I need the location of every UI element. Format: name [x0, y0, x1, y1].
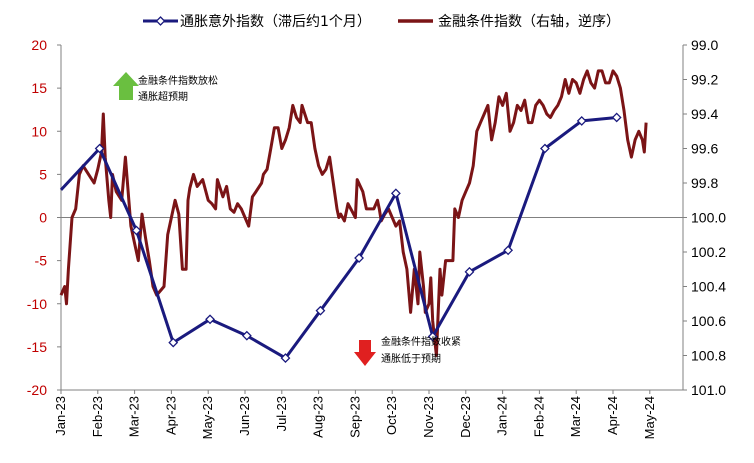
x-tick-label: Oct-23	[384, 396, 399, 435]
inflation-point	[611, 112, 622, 123]
inflation-point	[205, 314, 215, 325]
inflation-point	[241, 330, 252, 341]
right-tick-label: 99.2	[691, 72, 718, 88]
inflation-surprise-line	[59, 116, 617, 360]
down-arrow-icon	[354, 340, 376, 366]
x-tick-label: Mar-23	[127, 396, 142, 437]
left-tick-label: 5	[39, 166, 47, 182]
x-tick-label: May-23	[200, 396, 215, 439]
x-tick-label: Jan-24	[495, 396, 510, 436]
right-axis-ticks: 99.0 99.2 99.4 99.6 99.8 100.0 100.2 100.4 100.6…	[683, 37, 726, 398]
x-tick-label: May-24	[642, 396, 657, 439]
right-tick-label: 100.4	[691, 279, 726, 295]
left-tick-label: -10	[27, 296, 47, 312]
legend-marker-inflation	[155, 16, 166, 26]
legend: 通胀意外指数（滞后约1个月） 金融条件指数（右轴，逆序）	[143, 13, 620, 30]
x-tick-label: Feb-24	[531, 396, 546, 437]
series-financial-conditions	[59, 69, 648, 357]
inflation-point	[390, 188, 401, 199]
inflation-point	[131, 225, 142, 236]
legend-label-inflation: 通胀意外指数（滞后约1个月）	[180, 13, 371, 30]
right-tick-label: 100.0	[691, 210, 726, 226]
right-tick-label: 101.0	[691, 382, 726, 398]
x-tick-label: Sep-23	[347, 396, 362, 438]
inflation-point	[427, 331, 438, 342]
x-tick-label: Jul-23	[274, 396, 289, 431]
inflation-point	[464, 266, 475, 277]
series-inflation-surprise	[59, 112, 622, 364]
financial-conditions-line	[59, 69, 648, 357]
x-tick-label: Jan-23	[53, 396, 68, 436]
left-tick-label: 20	[31, 37, 47, 53]
inflation-point	[354, 253, 364, 263]
left-tick-label: -5	[35, 253, 48, 269]
right-tick-label: 100.8	[691, 348, 726, 364]
right-tick-label: 99.6	[691, 141, 718, 157]
x-tick-label: Dec-23	[458, 396, 473, 438]
annotation-easing-line2: 通胀超预期	[138, 90, 188, 103]
left-axis-ticks: 20 15 10 5 0 -5 -10 -15 -20	[27, 37, 61, 398]
inflation-point	[540, 143, 550, 154]
right-tick-label: 99.4	[691, 106, 718, 122]
right-tick-label: 99.0	[691, 37, 718, 53]
inflation-point	[503, 245, 514, 256]
x-tick-label: Mar-24	[568, 396, 583, 437]
left-tick-label: 10	[31, 123, 47, 139]
right-tick-label: 100.6	[691, 313, 726, 329]
left-tick-label: -20	[27, 382, 47, 398]
annotation-easing: 金融条件指数放松 通胀超预期	[113, 72, 218, 103]
annotation-tightening-line2: 通胀低于预期	[381, 352, 441, 365]
annotation-tightening: 金融条件指数收紧 通胀低于预期	[354, 335, 461, 366]
x-axis-ticks: Jan-23 Feb-23 Mar-23 Apr-23 May-23 Jun-23 Jul-…	[53, 390, 657, 439]
x-tick-label: Feb-23	[90, 396, 105, 437]
annotation-tightening-line1: 金融条件指数收紧	[381, 335, 461, 348]
inflation-point	[168, 337, 179, 348]
x-tick-label: Aug-23	[311, 396, 326, 438]
right-tick-label: 100.2	[691, 244, 726, 260]
inflation-point	[94, 143, 105, 154]
x-tick-label: Apr-24	[605, 396, 620, 435]
x-tick-label: Apr-23	[163, 396, 178, 435]
inflation-point	[315, 305, 326, 316]
left-tick-label: 15	[31, 80, 47, 96]
left-tick-label: -15	[27, 339, 47, 355]
legend-label-financial: 金融条件指数（右轴，逆序）	[438, 13, 620, 30]
up-arrow-icon	[113, 72, 139, 100]
x-tick-label: Nov-23	[421, 396, 436, 438]
right-tick-label: 99.8	[691, 175, 718, 191]
left-tick-label: 0	[39, 210, 47, 226]
x-tick-label: Jun-23	[237, 396, 252, 436]
inflation-point	[280, 353, 291, 364]
annotation-easing-line1: 金融条件指数放松	[138, 74, 218, 87]
inflation-point	[576, 115, 587, 126]
